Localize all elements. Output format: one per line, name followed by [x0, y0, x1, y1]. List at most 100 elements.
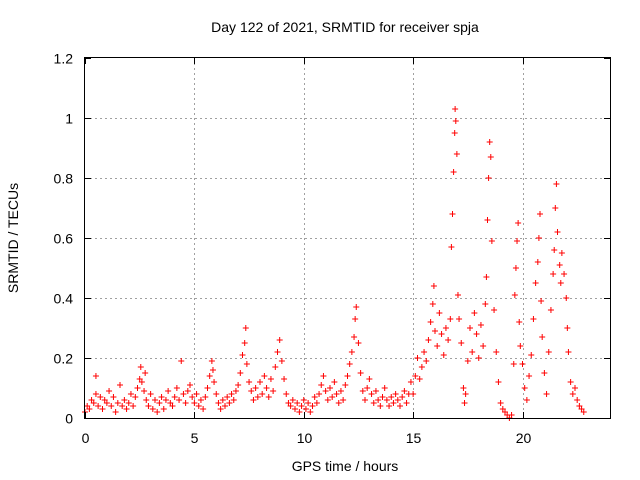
data-point: [521, 385, 528, 391]
data-point: [535, 235, 542, 241]
data-point: [379, 394, 386, 400]
data-point: [204, 385, 211, 391]
data-point: [357, 370, 364, 376]
data-point: [208, 358, 215, 364]
data-point: [495, 379, 502, 385]
data-point: [418, 364, 425, 370]
data-point: [485, 175, 492, 181]
data-point: [189, 394, 196, 400]
data-point: [242, 325, 249, 331]
data-point: [375, 397, 382, 403]
data-point: [392, 391, 399, 397]
data-point: [342, 382, 349, 388]
data-point: [197, 397, 204, 403]
data-point: [191, 400, 198, 406]
data-point: [309, 403, 316, 409]
data-point: [410, 391, 417, 397]
data-point: [469, 349, 476, 355]
data-point: [106, 388, 113, 394]
data-point: [539, 334, 546, 340]
data-point: [565, 349, 572, 355]
data-point: [182, 400, 189, 406]
data-point: [335, 400, 342, 406]
data-point: [254, 394, 261, 400]
data-point: [202, 394, 209, 400]
data-point: [348, 349, 355, 355]
data-point: [445, 337, 452, 343]
data-point: [149, 406, 156, 412]
data-point: [239, 352, 246, 358]
data-point: [158, 394, 165, 400]
data-point: [127, 391, 134, 397]
data-point: [557, 280, 564, 286]
data-point: [302, 406, 309, 412]
data-point: [473, 331, 480, 337]
data-point: [483, 274, 490, 280]
data-point: [97, 394, 104, 400]
data-point: [552, 205, 559, 211]
data-point: [121, 397, 128, 403]
data-point: [471, 310, 478, 316]
data-point: [488, 238, 495, 244]
data-point: [193, 391, 200, 397]
data-point: [206, 373, 213, 379]
data-point: [90, 400, 97, 406]
data-point: [359, 388, 366, 394]
data-point: [467, 325, 473, 331]
data-point: [232, 388, 239, 394]
data-point: [484, 217, 491, 223]
data-point: [475, 355, 482, 361]
data-point: [311, 394, 318, 400]
data-point: [556, 262, 563, 268]
data-point: [547, 307, 554, 313]
data-point: [511, 292, 518, 298]
data-point: [259, 391, 266, 397]
data-point: [292, 406, 298, 412]
data-point: [215, 400, 222, 406]
data-point: [569, 391, 576, 397]
data-point: [243, 361, 250, 367]
data-point: [123, 406, 130, 412]
data-point: [184, 388, 191, 394]
data-point: [331, 379, 338, 385]
y-tick-label: 0.4: [54, 291, 74, 307]
data-point: [567, 379, 574, 385]
data-point: [432, 328, 438, 334]
data-point: [178, 358, 185, 364]
data-point: [390, 400, 397, 406]
data-point: [401, 388, 408, 394]
data-point: [130, 403, 137, 409]
data-point: [237, 370, 244, 376]
data-point: [344, 373, 351, 379]
data-point: [550, 271, 557, 277]
data-point: [541, 370, 548, 376]
data-point: [372, 388, 379, 394]
data-point: [532, 280, 539, 286]
data-point: [421, 349, 428, 355]
data-point: [86, 406, 93, 412]
data-point: [117, 382, 123, 388]
data-point: [554, 229, 561, 235]
data-point: [355, 340, 362, 346]
grid-lines: [85, 58, 610, 418]
data-point: [452, 118, 459, 124]
data-point: [454, 292, 461, 298]
data-point: [346, 361, 353, 367]
data-point: [460, 385, 467, 391]
data-point: [145, 403, 152, 409]
data-point: [572, 385, 578, 391]
x-tick-label: 5: [191, 430, 199, 446]
data-point: [103, 400, 110, 406]
data-point: [412, 373, 419, 379]
data-point: [147, 391, 154, 397]
data-point: [176, 397, 183, 403]
data-point: [388, 394, 395, 400]
data-point: [132, 394, 139, 400]
data-point: [281, 376, 288, 382]
data-point: [456, 316, 463, 322]
data-point: [516, 319, 523, 325]
data-point: [399, 394, 406, 400]
data-point: [324, 397, 331, 403]
data-point: [265, 394, 272, 400]
data-point: [274, 349, 281, 355]
